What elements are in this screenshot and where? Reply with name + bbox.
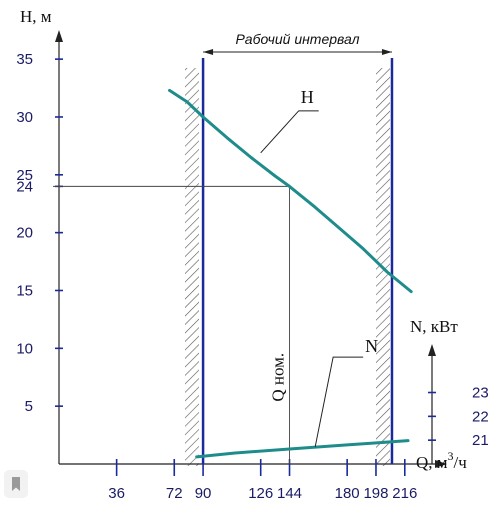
y-axis-arrow <box>55 30 63 42</box>
x-axis-title-unit: /ч <box>454 453 468 472</box>
interval-arrow-left <box>203 49 214 55</box>
interval-hatch-left <box>185 68 199 466</box>
y2-axis-title: N, кВт <box>410 317 458 336</box>
x-tick-label: 36 <box>108 485 125 502</box>
bookmark-icon[interactable] <box>4 470 28 498</box>
x-axis-title-sup: 3 <box>448 449 454 463</box>
head-curve <box>168 88 413 294</box>
x-axis-title: Q, м3/ч <box>416 449 467 472</box>
x-tick-label: 126 <box>248 485 273 502</box>
power-curve-label: N <box>365 336 378 356</box>
y2-tick-label: 22 <box>472 408 489 425</box>
x-tick-label: 198 <box>363 485 388 502</box>
nominal-flow-label: Q ном. <box>269 353 288 402</box>
y2-axis-arrow <box>428 344 436 356</box>
head-curve-label: H <box>301 87 314 107</box>
x-tick-label: 90 <box>195 485 212 502</box>
y-tick-label: 35 <box>16 51 33 68</box>
power-curve <box>195 439 410 459</box>
y-tick-label: 25 <box>16 167 33 184</box>
power-curve-leader <box>314 356 364 448</box>
y-axis-title: H, м <box>20 7 52 26</box>
y-tick-label: 15 <box>16 282 33 299</box>
y-tick-label: 5 <box>25 398 33 415</box>
x-tick-label: 216 <box>392 485 417 502</box>
head-curve-leader <box>260 110 319 154</box>
x-tick-label: 144 <box>277 485 302 502</box>
y-tick-label: 30 <box>16 109 33 126</box>
y-tick-label: 10 <box>16 340 33 357</box>
y-tick-label: 24 <box>16 178 33 195</box>
x-tick-label: 180 <box>335 485 360 502</box>
interval-arrow-right <box>381 49 392 55</box>
working-interval-label: Рабочий интервал <box>235 31 359 47</box>
y2-tick-label: 21 <box>472 432 489 449</box>
x-axis-title-base: Q, м <box>416 453 448 472</box>
y-tick-label: 20 <box>16 225 33 242</box>
x-axis-arrow <box>435 460 447 468</box>
x-tick-label: 72 <box>166 485 183 502</box>
y2-tick-label: 23 <box>472 385 489 402</box>
